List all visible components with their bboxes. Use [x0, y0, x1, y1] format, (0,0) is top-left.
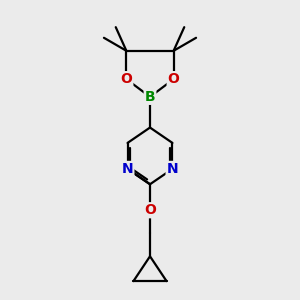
Text: N: N: [167, 162, 178, 176]
Text: N: N: [122, 162, 134, 176]
Text: B: B: [145, 90, 155, 104]
Text: O: O: [168, 72, 180, 86]
Text: O: O: [144, 203, 156, 217]
Text: O: O: [120, 72, 132, 86]
